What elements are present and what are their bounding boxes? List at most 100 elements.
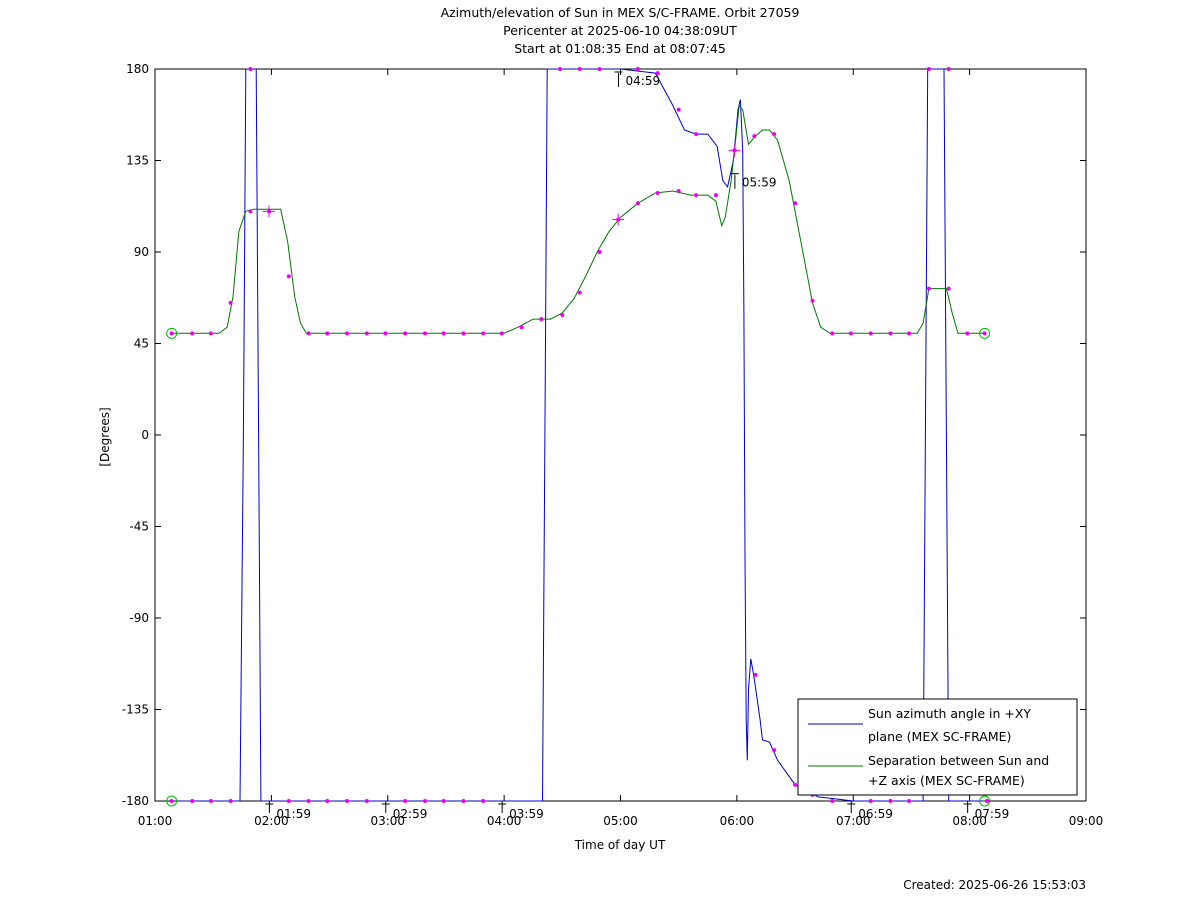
- series-marker: [306, 799, 311, 803]
- series-marker: [345, 799, 350, 803]
- series-marker: [830, 799, 835, 803]
- y-tick-label: -180: [122, 794, 149, 808]
- series-marker: [655, 71, 660, 76]
- series-marker: [713, 193, 718, 198]
- series-marker: [694, 132, 699, 137]
- series-marker: [364, 799, 369, 803]
- series-marker: [753, 672, 758, 677]
- chart-title: Azimuth/elevation of Sun in MEX S/C-FRAM…: [441, 5, 800, 56]
- y-tick-label: -90: [129, 611, 149, 625]
- series-marker: [907, 331, 912, 336]
- hour-cross-marker: [612, 213, 625, 226]
- series-marker: [982, 331, 987, 336]
- series-marker: [208, 331, 213, 336]
- series-marker: [848, 331, 853, 336]
- series-marker: [772, 748, 777, 753]
- series-marker: [985, 799, 990, 803]
- hour-cross-marker: [728, 144, 741, 157]
- x-tick-label: 09:00: [1069, 814, 1104, 828]
- series-marker: [577, 67, 582, 71]
- series-marker: [169, 799, 174, 803]
- y-axis: 180 135 90 45 0 -45 -90 -135 -180: [122, 62, 1086, 808]
- series-marker: [461, 331, 466, 336]
- series-marker: [481, 799, 486, 803]
- x-tick-label: 08:00: [952, 814, 987, 828]
- y-tick-label: 45: [134, 337, 149, 351]
- x-axis: 01:00 02:00 03:00 04:00 05:00 06:00 07:00 08:00…: [138, 69, 1104, 828]
- annotation-label: 01:59: [276, 807, 311, 821]
- series-marker: [190, 331, 195, 336]
- title-line-3: Start at 01:08:35 End at 08:07:45: [514, 41, 726, 56]
- title-line-2: Pericenter at 2025-06-10 04:38:09UT: [503, 23, 737, 38]
- y-tick-label: -135: [122, 703, 149, 717]
- series-marker: [519, 325, 524, 330]
- y-axis-label: [Degrees]: [98, 407, 112, 466]
- series-marker: [403, 799, 408, 803]
- endpoint-marker: [166, 327, 178, 339]
- annotation-label: 02:59: [393, 807, 428, 821]
- series-marker: [286, 274, 291, 279]
- x-tick-label: 07:00: [836, 814, 871, 828]
- series-marker: [422, 799, 427, 803]
- y-tick-label: 90: [134, 245, 149, 259]
- series-marker: [364, 331, 369, 336]
- series-marker: [560, 313, 565, 318]
- series-marker: [965, 331, 970, 336]
- y-tick-label: 0: [141, 428, 149, 442]
- series-marker: [228, 300, 233, 305]
- annotation-label: 07:59: [975, 807, 1010, 821]
- hour-cross-marker: [263, 205, 276, 218]
- series-marker: [286, 799, 291, 803]
- series-marker: [926, 67, 931, 71]
- series-marker: [888, 331, 893, 336]
- series-marker: [676, 189, 681, 193]
- series-line-azimuth: [171, 68, 985, 802]
- series-marker: [946, 286, 951, 291]
- x-tick-label: 02:00: [254, 814, 289, 828]
- annotation-label: 04:59: [626, 74, 661, 88]
- series-marker: [597, 250, 602, 254]
- annotation-label: 03:59: [509, 807, 544, 821]
- series-marker: [325, 331, 330, 336]
- series-marker: [577, 290, 582, 295]
- created-timestamp: Created: 2025-06-26 15:53:03: [903, 878, 1086, 892]
- x-tick-label: 05:00: [603, 814, 638, 828]
- series-marker: [383, 331, 388, 336]
- series-marker: [228, 799, 233, 803]
- series-marker: [655, 191, 660, 196]
- x-tick-label: 06:00: [720, 814, 755, 828]
- series-marker: [190, 799, 195, 803]
- endpoint-marker: [979, 327, 991, 339]
- legend-label-azimuth-line-2: plane (MEX SC-FRAME): [868, 729, 1011, 744]
- series-marker: [793, 201, 798, 206]
- series-marker: [481, 331, 486, 336]
- legend-label-separation-line-2: +Z axis (MEX SC-FRAME): [868, 773, 1025, 788]
- series-marker: [946, 67, 951, 71]
- x-tick-label: 04:00: [487, 814, 522, 828]
- series-marker: [557, 67, 562, 71]
- series-marker: [306, 331, 311, 336]
- series-marker: [830, 331, 835, 336]
- series-marker: [499, 331, 504, 336]
- title-line-1: Azimuth/elevation of Sun in MEX S/C-FRAM…: [441, 5, 800, 20]
- time-annotations: 01:59 02:59 03:59 04:59 05:59 06:59 07:59: [265, 71, 1010, 821]
- series-marker: [403, 331, 408, 336]
- series-marker: [169, 331, 174, 336]
- series-marker: [888, 799, 893, 803]
- y-tick-label: 180: [126, 62, 149, 76]
- series-marker: [772, 132, 777, 137]
- series-marker: [793, 782, 798, 787]
- series-marker: [752, 134, 757, 139]
- series-markers: [166, 67, 991, 807]
- legend: Sun azimuth angle in +XY plane (MEX SC-F…: [797, 698, 1078, 796]
- x-tick-label: 03:00: [370, 814, 405, 828]
- series-marker: [539, 317, 544, 322]
- legend-box: [797, 698, 1078, 796]
- legend-label-separation-line-1: Separation between Sun and: [868, 753, 1049, 768]
- series-marker: [676, 107, 681, 112]
- legend-label-azimuth-line-1: Sun azimuth angle in +XY: [868, 706, 1031, 721]
- series-marker: [635, 67, 640, 71]
- series-marker: [461, 799, 466, 803]
- series-marker: [810, 298, 815, 303]
